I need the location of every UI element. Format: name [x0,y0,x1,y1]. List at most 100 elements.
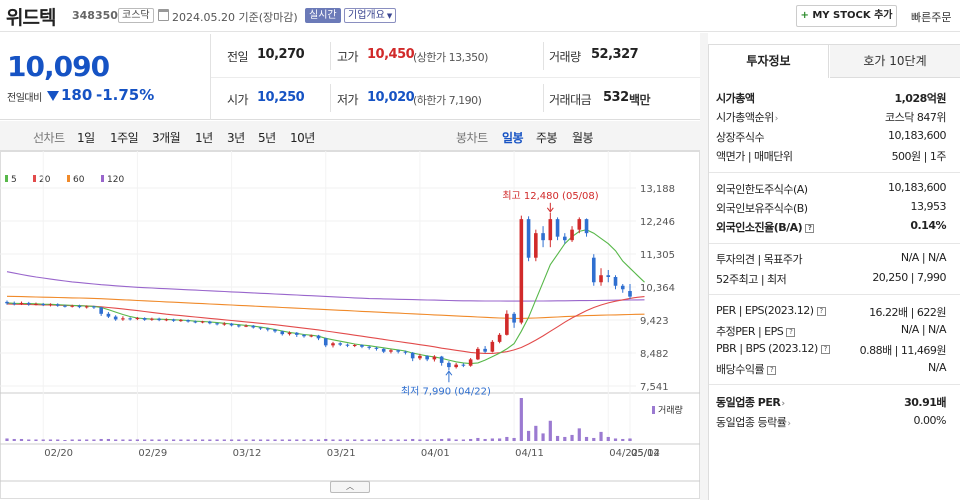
period-1w[interactable]: 1주일 [110,131,139,145]
open-value: 10,250 [257,90,305,105]
volume-bar [215,439,219,441]
realtime-button[interactable]: 실시간 [305,8,341,23]
help-icon[interactable]: ? [805,224,815,233]
candle-body [389,350,393,352]
volume-bar [244,439,248,441]
volume-bar [309,439,313,441]
volume-bar [570,434,574,441]
est-per-label: 추정PER | EPS [716,325,784,338]
candle-body [34,303,38,305]
invest-info-panel [708,44,960,500]
pbr-value: 0.88배 | 11,469원 [859,344,947,357]
period-3m[interactable]: 3개월 [152,131,181,145]
period-bar [0,121,700,151]
period-1y[interactable]: 1년 [195,131,213,145]
candle-body [309,335,314,337]
tab-hoga-10[interactable]: 호가 10단계 [830,45,960,78]
industry-rate-row: 동일업종 등락률› 0.00% [716,414,947,430]
help-icon[interactable]: ? [820,345,830,354]
current-price: 10,090 [7,50,110,83]
divider [543,42,544,70]
candle-body [620,285,625,290]
volume-bar [461,439,465,441]
volume-bar [41,439,45,441]
moving-average-20 [6,296,645,354]
candle-body [84,306,89,308]
candle-body [150,318,154,320]
company-overview-label: 기업개요 [348,10,385,21]
foreign-limit-label: 외국인한도주식수(A) [716,183,808,196]
upper-limit: (상한가 13,350) [413,51,488,64]
candle-chart-label: 봉차트 [456,131,488,145]
market-cap-label: 시가총액 [716,92,755,105]
cap-rank-value: 코스닥 847위 [885,111,946,124]
candle-body [251,325,256,328]
candle-body [294,332,299,335]
candle-body [584,219,589,234]
chart-scroll-handle[interactable]: ︿ [330,481,370,493]
foreign-ratio-value: 0.14% [910,219,946,232]
add-mystock-button[interactable]: + MY STOCK 추가 [796,5,897,27]
candle-body [439,356,444,363]
volume-bar [498,438,502,441]
period-1d[interactable]: 1일 [77,131,95,145]
volume-legend-label: 거래량 [658,404,683,416]
industry-rate-label: 동일업종 등락률 [716,416,787,429]
quick-order-link[interactable]: 빠른주문 [911,11,952,24]
volume-bar [541,433,545,441]
candle-body [215,323,219,325]
volume-bar [179,439,183,441]
period-5y[interactable]: 5년 [258,131,276,145]
help-icon[interactable]: ? [816,307,826,316]
stock-name: 위드텍 [6,7,56,29]
tab-invest-info[interactable]: 투자정보 [709,45,829,78]
volume-bar [106,438,111,441]
candle-body [613,276,618,286]
company-overview-dropdown[interactable]: 기업개요 ▼ [344,8,397,23]
candle-body [396,350,400,352]
candle-monthly[interactable]: 월봉 [572,131,594,145]
volume-bar [172,439,176,441]
per-row: PER | EPS(2023.12)? 16.22배 | 622원 [716,304,946,320]
opinion-row: 투자의견 | 목표주가 N/A | N/A [716,251,947,267]
candle-body [374,347,379,349]
volume-bar [5,438,9,441]
candle-body [302,334,306,337]
candle-weekly[interactable]: 주봉 [536,131,558,145]
per-value: 16.22배 | 622원 [869,306,946,319]
volume-bar [338,439,342,441]
pbr-row: PBR | BPS (2023.12)? 0.88배 | 11,469원 [716,342,947,358]
candle-body [157,318,161,321]
candle-body [237,325,241,327]
candle-body [77,305,82,308]
candle-body [135,318,140,320]
y-tick-label: 10,364 [640,283,675,294]
help-icon[interactable]: ? [767,366,777,375]
candle-body [555,219,560,237]
volume-bar [12,438,16,441]
low-arrow-head [445,370,453,376]
candle-body [534,233,538,258]
legend-swatch-120 [101,175,104,182]
industry-per-row: 동일업종 PER› 30.91배 [716,394,946,410]
period-3y[interactable]: 3년 [227,131,245,145]
volume-bar [577,428,581,441]
help-icon[interactable]: ? [786,328,796,337]
market-badge: 코스닥 [118,8,154,23]
volume-bar [164,439,168,441]
dividend-row: 배당수익률? N/A [716,361,946,377]
volume-bar [186,439,190,441]
volume-bar [548,420,552,441]
candle-daily[interactable]: 일봉 [502,131,524,145]
volume-bar [526,430,531,441]
volume-bar [628,438,632,441]
price-chart[interactable]: 5 20 60 120 13,188 12,246 11,305 10,364 9,423 8,4… [0,151,700,500]
volume-bar [613,438,618,441]
period-10y[interactable]: 10년 [290,131,315,145]
market-cap-value: 1,028억원 [894,92,946,105]
divider [211,77,700,78]
candle-body [19,302,24,304]
candle-body [265,328,270,330]
candle-body [280,331,285,335]
volume-bar [19,438,24,441]
